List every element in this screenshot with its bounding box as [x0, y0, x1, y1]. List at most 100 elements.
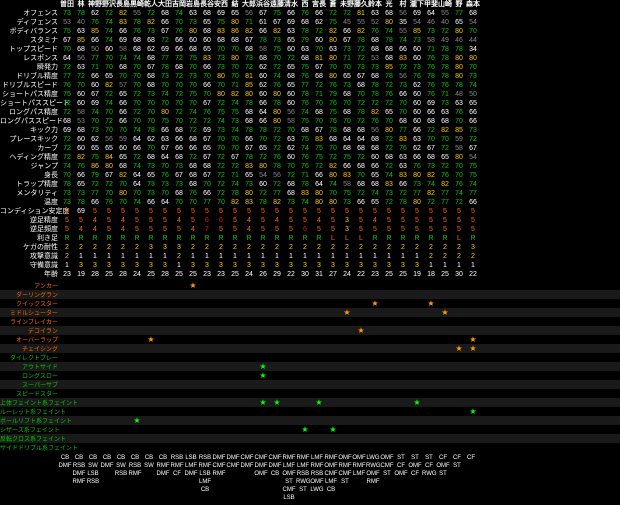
- stat-cell: 81: [312, 54, 326, 63]
- stat-cell: 73: [340, 198, 354, 207]
- skill-cell: [186, 362, 200, 371]
- skill-label: オーバーラップ: [0, 335, 60, 344]
- skill-cell: [410, 425, 424, 434]
- stat-cell: 23: [200, 270, 214, 279]
- stat-cell: 63: [438, 108, 452, 117]
- stat-cell: R: [312, 234, 326, 243]
- stat-cell: 68: [200, 27, 214, 36]
- position-cell: RMF: [324, 454, 338, 462]
- stat-cell: R: [214, 234, 228, 243]
- position-cell: [394, 486, 408, 494]
- stat-cell: 22: [466, 270, 480, 279]
- stat-cell: 28: [116, 270, 130, 279]
- position-cell: CMF: [254, 454, 268, 462]
- stat-cell: 2: [74, 243, 88, 252]
- skill-cell: [242, 326, 256, 335]
- stat-cell: 70: [116, 180, 130, 189]
- skill-cell: [424, 425, 438, 434]
- stat-cell: 78: [368, 90, 382, 99]
- player-column: 村563555746683725673667070687783766363836…: [396, 0, 410, 279]
- stat-cell: 80: [452, 54, 466, 63]
- position-cell: CB: [324, 486, 338, 494]
- stat-cell: 1: [130, 252, 144, 261]
- stat-label: ショートパス精度: [0, 90, 58, 99]
- stat-cell: R: [256, 234, 270, 243]
- position-cell: [226, 470, 240, 478]
- stat-cell: 74: [270, 72, 284, 81]
- stat-cell: 2: [340, 243, 354, 252]
- skill-cell: [88, 407, 102, 416]
- position-cell: [464, 486, 478, 494]
- stat-cell: 56: [368, 126, 382, 135]
- stat-cell: 5: [424, 207, 438, 216]
- skill-cell: [172, 362, 186, 371]
- player-name: 長谷: [200, 0, 214, 9]
- skill-cell: [60, 425, 74, 434]
- skill-cell: [74, 416, 88, 425]
- skill-cell: [116, 407, 130, 416]
- stat-cell: 75: [158, 117, 172, 126]
- position-cell: [114, 478, 128, 486]
- stat-cell: 3: [116, 261, 130, 270]
- stat-cell: 69: [410, 9, 424, 18]
- stat-cell: 5: [130, 216, 144, 225]
- skill-cell: [284, 344, 298, 353]
- player-name: 宮長: [312, 0, 326, 9]
- skill-cell: [298, 416, 312, 425]
- position-cell: RMF: [198, 462, 212, 470]
- stat-cell: 5: [396, 207, 410, 216]
- stat-cell: 72: [368, 99, 382, 108]
- skill-cell: [340, 371, 354, 380]
- stat-cell: 3: [382, 261, 396, 270]
- stat-cell: 83: [396, 135, 410, 144]
- stat-cell: 80: [270, 117, 284, 126]
- skill-cell: [74, 335, 88, 344]
- stat-cell: 71: [438, 90, 452, 99]
- stat-cell: 73: [270, 36, 284, 45]
- player-column: 蒼727582806380708076797675767868707282807…: [326, 0, 340, 279]
- stat-cell: 5: [60, 216, 74, 225]
- stat-cell: 80: [312, 198, 326, 207]
- position-cell: CB: [100, 454, 114, 462]
- skill-section: アンカー★ダーリングランクイックスター★★ミドルシューター★★ラインブレイカーデ…: [0, 281, 620, 452]
- stat-cell: 65: [452, 18, 466, 27]
- stat-cell: 72: [354, 99, 368, 108]
- stat-cell: 63: [284, 135, 298, 144]
- skill-row: 上体フェイント系フェイント★★★★: [0, 398, 620, 407]
- skill-cell: [130, 371, 144, 380]
- skill-cell: [354, 335, 368, 344]
- stat-cell: 77: [88, 54, 102, 63]
- stat-cell: 60: [410, 117, 424, 126]
- skill-cell: [144, 425, 158, 434]
- stat-cell: 73: [144, 27, 158, 36]
- stat-cell: 2: [228, 243, 242, 252]
- stat-cell: L: [452, 234, 466, 243]
- skill-cell: [270, 362, 284, 371]
- stat-cell: 3: [326, 261, 340, 270]
- position-cell: RMF: [128, 470, 142, 478]
- skill-cell: [60, 335, 74, 344]
- skill-label: ロングスロー: [0, 371, 60, 380]
- skill-cell: [452, 416, 466, 425]
- stat-cell: 63: [284, 27, 298, 36]
- position-cell: CB: [268, 470, 282, 478]
- skill-cell: [172, 398, 186, 407]
- stat-cell: 76: [298, 9, 312, 18]
- position-cell: RMF: [170, 462, 184, 470]
- stat-cell: 72: [326, 153, 340, 162]
- stat-cell: 5: [382, 207, 396, 216]
- stat-cell: 58: [284, 117, 298, 126]
- stat-cell: 66: [256, 99, 270, 108]
- skill-cell: [466, 416, 480, 425]
- stat-cell: 63: [74, 27, 88, 36]
- skill-cell: [312, 299, 326, 308]
- stat-cell: 72: [354, 117, 368, 126]
- stat-cell: 72: [466, 135, 480, 144]
- position-cell: OMF: [338, 454, 352, 462]
- stat-cell: 67: [144, 63, 158, 72]
- stat-cell: 77: [270, 189, 284, 198]
- skill-cell: [326, 308, 340, 317]
- skill-cell: [312, 425, 326, 434]
- skill-cell: [228, 344, 242, 353]
- stat-cell: 70: [102, 189, 116, 198]
